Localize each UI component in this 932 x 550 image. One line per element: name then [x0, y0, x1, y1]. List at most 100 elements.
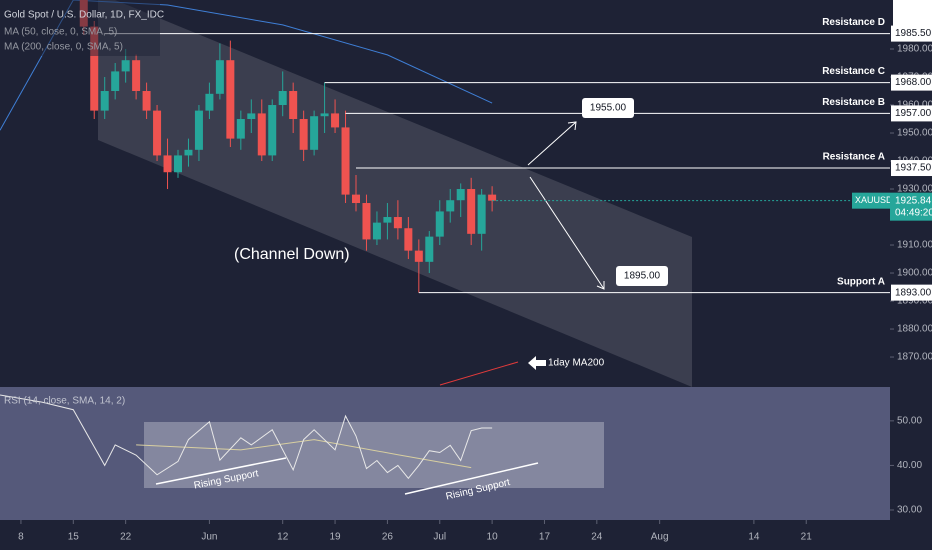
candle-body	[268, 105, 277, 156]
candle-body	[163, 155, 172, 173]
candle-body	[414, 250, 423, 262]
candle-body	[477, 194, 486, 234]
candle-body	[435, 211, 444, 237]
candle-body	[142, 91, 151, 111]
candle-body	[331, 113, 340, 128]
candle-body	[488, 194, 497, 201]
support-line	[155, 457, 287, 485]
candle-body	[226, 60, 235, 139]
level-box	[891, 160, 932, 177]
level-label: 1968.00	[895, 77, 932, 88]
arrow-head	[567, 121, 577, 131]
x-tick-label: 21	[801, 532, 813, 543]
level-box	[891, 105, 932, 122]
candle-body	[278, 91, 287, 106]
ma-note: 1day MA200	[548, 358, 605, 369]
candle-body	[100, 91, 109, 111]
arrow-icon	[528, 356, 546, 370]
rsi-tick-label: 50.00	[897, 416, 922, 427]
x-tick-label: 12	[277, 532, 289, 543]
candle-body	[121, 60, 130, 72]
x-tick-label: Jun	[201, 532, 217, 543]
symbol: XAUUSD	[855, 195, 893, 205]
y-tick-label: 1960.00	[897, 100, 932, 111]
candle-body	[310, 116, 319, 150]
indicator: MA (50, close, 0, SMA, 5)	[4, 27, 117, 38]
title: Gold Spot / U.S. Dollar, 1D, FX_IDC	[4, 10, 164, 21]
candle-body	[456, 189, 465, 201]
level-box	[891, 25, 932, 42]
target-label: 1895.00	[624, 271, 661, 282]
candle-body	[467, 189, 476, 234]
level-name: Resistance B	[822, 97, 885, 108]
support-line	[404, 462, 539, 495]
y-tick-label: 1980.00	[897, 44, 932, 55]
arrow-up	[527, 121, 577, 166]
x-tick-label: 10	[487, 532, 499, 543]
countdown: 04:49:20	[895, 207, 932, 218]
candle-body	[111, 71, 120, 92]
x-tick-label: 22	[120, 532, 132, 543]
target-label: 1955.00	[590, 103, 627, 114]
level-label: 1937.50	[895, 163, 932, 174]
level-name: Resistance D	[822, 17, 885, 28]
candle-body	[289, 91, 298, 120]
y-tick-label: 1870.00	[897, 352, 932, 363]
arrow-head	[596, 281, 605, 290]
rsi-line	[0, 394, 493, 480]
legend-bg	[0, 0, 160, 56]
level-name: Resistance A	[823, 152, 885, 163]
x-tick-label: 26	[382, 532, 394, 543]
rsi-tick-label: 40.00	[897, 460, 922, 471]
rsi-pane	[0, 387, 890, 520]
level-label: 1957.00	[895, 108, 932, 119]
rsi-tick-label: 30.00	[897, 505, 922, 516]
channel-label: (Channel Down)	[234, 246, 350, 263]
target-box	[582, 98, 634, 119]
last-price: 1925.84	[895, 195, 932, 206]
candle-body	[215, 60, 224, 94]
x-tick-label: 17	[539, 532, 551, 543]
channel	[98, 0, 692, 387]
level-box	[891, 284, 932, 301]
price-box	[890, 192, 932, 221]
ma200-daily	[439, 361, 519, 386]
y-tick-label: 1900.00	[897, 268, 932, 279]
x-tick-label: Aug	[651, 532, 669, 543]
y-tick-label: 1880.00	[897, 324, 932, 335]
candle-body	[174, 155, 182, 173]
candle-body	[257, 113, 266, 156]
price-box	[852, 192, 890, 209]
candle-body	[205, 93, 214, 111]
candle-body	[247, 113, 256, 120]
candle-body	[194, 110, 203, 150]
y-tick-label: 1930.00	[897, 184, 932, 195]
rsi-box	[144, 422, 604, 488]
level-label: 1893.00	[895, 287, 932, 298]
indicator: MA (200, close, 0, SMA, 5)	[4, 42, 123, 53]
x-tick-label: 19	[329, 532, 341, 543]
target-box	[616, 266, 668, 287]
level-name: Support A	[837, 276, 885, 287]
x-tick-label: 24	[591, 532, 603, 543]
level-name: Resistance C	[822, 66, 885, 77]
candle-body	[425, 236, 434, 262]
candle-body	[372, 222, 381, 240]
candle-body	[362, 203, 371, 240]
candle-body	[90, 26, 99, 111]
x-tick-label: 8	[18, 532, 24, 543]
corner-box	[893, 0, 932, 26]
candle-body	[236, 119, 245, 139]
level-label: 1985.50	[895, 28, 932, 39]
candle-body	[184, 149, 193, 156]
x-tick-label: 14	[748, 532, 760, 543]
rsi-signal	[136, 439, 472, 469]
candle-body	[341, 127, 350, 195]
candle-body	[404, 228, 413, 251]
x-tick-label: 15	[68, 532, 80, 543]
candle-body	[299, 119, 308, 150]
arrow-down	[529, 176, 605, 290]
candle-body	[446, 200, 455, 212]
